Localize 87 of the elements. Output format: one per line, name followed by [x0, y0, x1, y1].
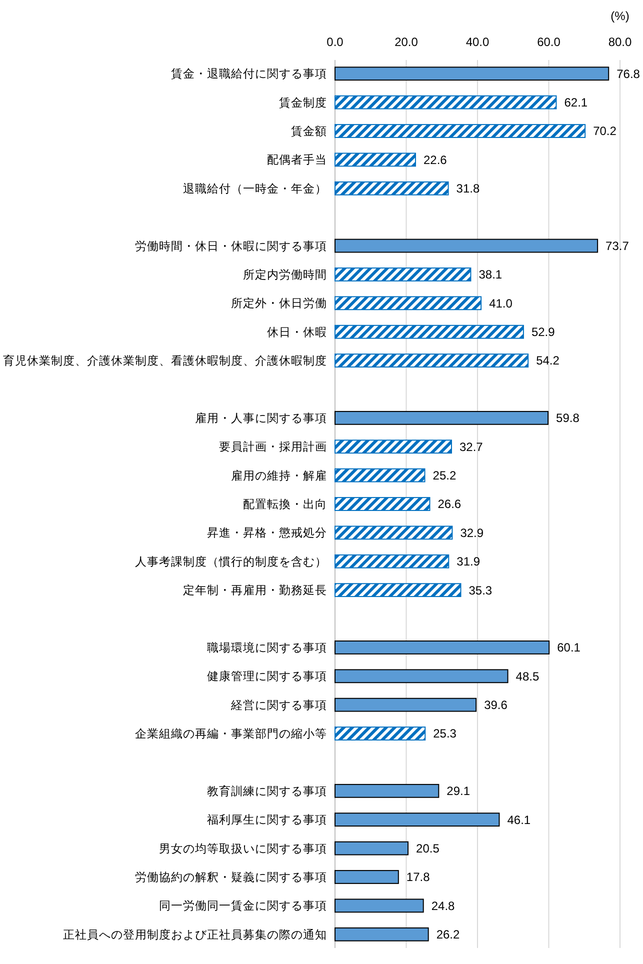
data-label: 32.9	[460, 526, 484, 540]
y-tick-label: 職場環境に関する事項	[207, 640, 327, 654]
bar	[334, 66, 610, 81]
y-tick-label: 雇用の維持・解雇	[231, 468, 327, 482]
y-tick-label: 労働協約の解釈・疑義に関する事項	[135, 871, 327, 884]
bar	[334, 841, 409, 856]
data-label: 48.5	[516, 669, 540, 684]
bar	[334, 812, 500, 827]
bar	[334, 526, 453, 540]
bar	[334, 698, 477, 712]
bar	[334, 784, 440, 798]
bar	[334, 181, 449, 196]
bar	[334, 640, 550, 654]
x-tick-label: 20.0	[394, 35, 418, 49]
data-label: 73.7	[606, 238, 630, 253]
data-label: 20.5	[416, 841, 440, 856]
bar	[334, 583, 462, 598]
data-label: 38.1	[478, 268, 502, 282]
data-label: 62.1	[564, 96, 588, 110]
data-label: 24.8	[431, 898, 456, 913]
bar	[334, 296, 482, 310]
bar	[334, 440, 452, 454]
x-tick-label: 40.0	[466, 35, 490, 49]
y-tick-label: 企業組織の再編・事業部門の縮小等	[135, 726, 327, 741]
x-tick-label: 60.0	[537, 35, 561, 49]
bar	[334, 410, 549, 425]
data-label: 60.1	[557, 640, 581, 655]
y-tick-label: 所定外・休日労働	[231, 296, 327, 310]
y-tick-label: 配置転換・出向	[243, 498, 327, 512]
data-label: 54.2	[536, 354, 560, 368]
y-tick-label: 人事考課制度（慣行的制度を含む）	[135, 554, 327, 568]
y-tick-label: 退職給付（一時金・年金）	[183, 181, 327, 196]
bar	[334, 726, 426, 740]
y-tick-label: 昇進・昇格・懲戒処分	[207, 526, 327, 540]
y-tick-label: 賃金・退職給付に関する事項	[171, 66, 327, 81]
data-label: 35.3	[468, 583, 492, 598]
bar	[334, 324, 524, 339]
y-tick-label: 雇用・人事に関する事項	[195, 410, 327, 425]
data-label: 26.6	[438, 497, 462, 512]
bar	[334, 870, 399, 884]
data-label: 70.2	[593, 124, 617, 138]
bar	[334, 268, 472, 282]
y-tick-label: 定年制・再雇用・勤務延長	[183, 583, 327, 598]
data-label: 59.8	[556, 411, 580, 426]
bar	[334, 898, 424, 913]
bar	[334, 669, 508, 684]
bar	[334, 95, 557, 110]
y-tick-label: 休日・休暇	[267, 326, 327, 339]
x-axis-title: (%)	[610, 9, 630, 23]
y-tick-label: 要員計画・採用計画	[219, 440, 327, 454]
data-label: 26.2	[436, 928, 460, 942]
bar	[334, 497, 430, 511]
bar	[334, 927, 429, 942]
data-label: 32.7	[459, 440, 484, 454]
data-label: 76.8	[616, 66, 640, 81]
y-tick-label: 健康管理に関する事項	[207, 669, 327, 684]
y-tick-label: 配偶者手当	[267, 152, 327, 167]
y-tick-label: 教育訓練に関する事項	[207, 784, 327, 798]
y-tick-label: 同一労働同一賃金に関する事項	[159, 900, 327, 913]
y-tick-label: 経営に関する事項	[230, 698, 327, 712]
x-tick-label: 80.0	[608, 35, 632, 49]
y-tick-label: 労働時間・休日・休暇に関する事項	[135, 240, 327, 253]
data-label: 31.9	[456, 554, 480, 569]
y-tick-label: 男女の均等取扱いに関する事項	[159, 842, 327, 856]
bar	[334, 152, 416, 167]
y-tick-label: 賃金額	[291, 124, 327, 138]
bar	[334, 124, 586, 138]
data-label: 22.6	[424, 152, 448, 167]
data-label: 25.2	[432, 468, 456, 483]
bar	[334, 468, 426, 482]
data-label: 17.8	[406, 870, 430, 884]
y-tick-label: 正社員への登用制度および正社員募集の際の通知	[63, 927, 327, 942]
data-label: 31.8	[456, 182, 480, 196]
data-label: 39.6	[484, 698, 508, 712]
x-tick-label: 0.0	[326, 35, 344, 49]
y-tick-label: 福利厚生に関する事項	[207, 814, 327, 827]
y-tick-label: 所定内労働時間	[243, 267, 327, 282]
y-tick-label: 賃金制度	[279, 95, 327, 110]
data-label: 46.1	[507, 812, 531, 827]
data-label: 52.9	[531, 325, 556, 340]
bar	[334, 238, 598, 253]
data-label: 25.3	[433, 726, 457, 741]
bar	[334, 554, 450, 568]
data-label: 41.0	[489, 296, 513, 310]
data-label: 29.1	[446, 784, 470, 798]
bar	[334, 354, 529, 368]
y-tick-label: 育児休業制度、介護休業制度、看護休暇制度、介護休暇制度	[3, 354, 327, 368]
